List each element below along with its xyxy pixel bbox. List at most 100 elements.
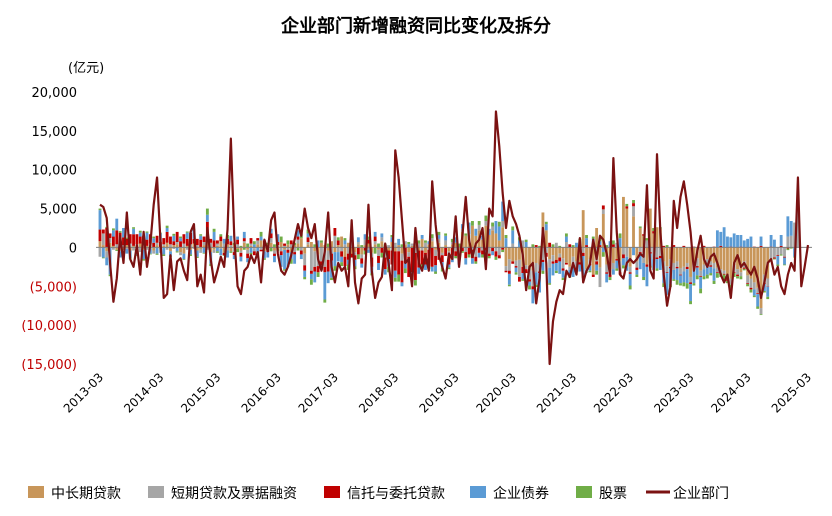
bar-segment-trust-entrusted [333,228,337,236]
bar-segment-corporate-bonds [205,214,209,222]
bar-segment-corporate-bonds [420,234,424,239]
bar-segment-corporate-bonds [752,289,756,296]
bar-segment-short-loans-bills [484,221,488,226]
bar-segment-corporate-bonds [400,282,404,287]
bar-segment-medium-long-loans [434,247,437,250]
bar-segment-trust-entrusted [786,247,790,249]
bar-segment-trust-entrusted [746,283,750,284]
bar-segment-corporate-bonds [685,269,689,284]
bar-segment-trust-entrusted [259,249,263,252]
bar-segment-trust-entrusted [568,244,572,248]
bar-segment-equity [732,273,736,277]
bar-segment-medium-long-loans [229,247,233,252]
bar-segment-short-loans-bills [645,240,649,248]
bar-segment-equity [262,258,266,260]
bar-segment-corporate-bonds [138,232,142,237]
bar-segment-trust-entrusted [722,273,726,275]
bar-segment-corporate-bonds [434,265,437,272]
bar-segment-short-loans-bills [340,247,344,252]
bar-segment-equity [242,247,246,250]
bar-segment-equity [511,226,515,231]
legend-label: 中长期贷款 [51,486,121,502]
bar-segment-corporate-bonds [367,249,370,253]
bar-segment-medium-long-loans [682,247,686,267]
bar-segment-trust-entrusted [434,255,437,266]
bar-segment-corporate-bonds [417,267,421,274]
bar-segment-medium-long-loans [722,247,726,271]
bar-segment-medium-long-loans [705,247,709,260]
chart-title: 企业部门新增融资同比变化及拆分 [280,15,551,37]
bar-segment-medium-long-loans [578,247,582,263]
bar-segment-medium-long-loans [749,247,753,279]
bar-segment-medium-long-loans [326,247,330,251]
bar-segment-equity [155,253,159,255]
bar-segment-short-loans-bills [273,250,276,254]
bar-segment-short-loans-bills [400,253,404,261]
bar-segment-short-loans-bills [437,238,441,243]
bar-segment-trust-entrusted [477,247,481,253]
bar-segment-corporate-bonds [269,228,273,234]
bar-segment-corporate-bonds [162,247,166,255]
bar-segment-trust-entrusted [350,253,354,258]
bar-segment-short-loans-bills [165,247,169,250]
bar-segment-equity [356,254,360,260]
bar-segment-equity [377,243,380,248]
bar-segment-corporate-bonds [628,273,632,286]
bar-segment-medium-long-loans [756,247,760,288]
bar-segment-corporate-bonds [283,249,286,270]
bar-segment-equity [471,221,474,226]
bar-segment-short-loans-bills [477,224,481,231]
bar-segment-trust-entrusted [152,242,156,248]
bar-segment-trust-entrusted [239,252,243,257]
bar-segment-medium-long-loans [762,247,766,275]
bar-segment-medium-long-loans [309,241,313,248]
bar-segment-equity [524,239,528,242]
bar-segment-short-loans-bills [152,250,156,254]
bar-segment-corporate-bonds [279,255,283,267]
bar-segment-short-loans-bills [420,247,424,251]
bar-segment-equity [645,238,649,241]
bar-segment-corporate-bonds [380,233,384,238]
bar-segment-medium-long-loans [518,247,521,260]
bar-segment-medium-long-loans [313,247,317,252]
bar-segment-equity [477,221,481,225]
bar-segment-corporate-bonds [736,234,739,248]
bar-segment-corporate-bonds [501,201,505,222]
bar-segment-trust-entrusted [195,238,199,246]
bar-segment-short-loans-bills [685,262,689,267]
bar-segment-medium-long-loans [125,245,129,248]
bar-segment-trust-entrusted [497,255,501,259]
bar-segment-trust-entrusted [309,270,313,274]
legend-label: 企业债券 [493,485,549,502]
bar-segment-short-loans-bills [430,238,434,242]
bar-segment-equity [380,252,384,258]
bar-segment-medium-long-loans [665,247,669,267]
bar-segment-short-loans-bills [320,247,323,262]
bar-segment-corporate-bonds [534,272,538,285]
bar-segment-trust-entrusted [293,252,297,255]
bar-segment-equity [544,221,548,225]
bar-segment-equity [541,270,545,274]
bar-segment-medium-long-loans [524,247,528,266]
bar-segment-trust-entrusted [303,265,307,271]
bar-segment-corporate-bonds [98,210,102,230]
bar-segment-short-loans-bills [773,247,776,258]
bar-segment-trust-entrusted [397,251,401,275]
bar-segment-corporate-bonds [229,235,233,242]
legend-label: 信托与委托贷款 [347,486,445,502]
bar-segment-medium-long-loans [343,247,347,257]
bar-segment-trust-entrusted [695,266,699,268]
bar-segment-medium-long-loans [554,247,558,260]
bar-segment-trust-entrusted [615,259,619,261]
bar-segment-trust-entrusted [246,253,250,259]
bar-segment-medium-long-loans [249,245,253,248]
bar-segment-short-loans-bills [407,252,411,257]
bar-segment-equity [182,259,186,260]
bar-segment-short-loans-bills [108,238,112,243]
bar-segment-trust-entrusted [202,236,206,242]
bar-segment-trust-entrusted [736,274,739,277]
bar-segment-corporate-bonds [511,230,515,244]
bar-segment-corporate-bonds [444,235,448,241]
bar-segment-short-loans-bills [434,249,437,256]
bar-segment-medium-long-loans [115,247,119,250]
